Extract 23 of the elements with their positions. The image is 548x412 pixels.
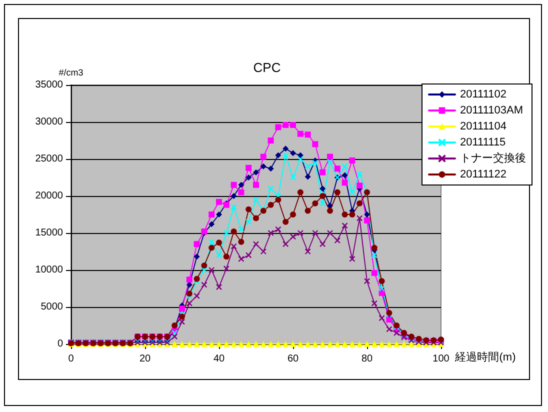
- y-tick-label: 20000: [35, 190, 64, 202]
- legend-label: 20111102: [460, 88, 506, 100]
- x-tick-label: 20: [139, 354, 151, 364]
- legend-label: 20111104: [460, 120, 506, 132]
- y-tick-label: 25000: [35, 154, 64, 164]
- x-axis-title: 経過時間(m): [454, 350, 516, 364]
- y-tick-label: 0: [57, 338, 64, 350]
- x-tick-label: 0: [68, 354, 74, 364]
- x-tick-label: 40: [213, 354, 225, 364]
- x-tick-label: 80: [361, 354, 373, 364]
- y-axis-title: #/cm3: [58, 68, 84, 78]
- legend-label: 20111103AM: [460, 104, 523, 116]
- y-tick-label: 15000: [35, 228, 64, 238]
- y-tick-label: 35000: [35, 80, 64, 90]
- legend-label: 20111115: [460, 136, 506, 148]
- x-tick-label: 60: [287, 354, 299, 364]
- y-tick-label: 30000: [35, 116, 64, 128]
- y-tick-label: 5000: [40, 302, 64, 312]
- chart-title: CPC: [253, 60, 281, 75]
- legend-label: 20111122: [460, 168, 506, 180]
- legend-label: トナー交換後: [460, 152, 526, 164]
- y-tick-label: 10000: [35, 264, 64, 276]
- x-tick-label: 100: [432, 354, 450, 364]
